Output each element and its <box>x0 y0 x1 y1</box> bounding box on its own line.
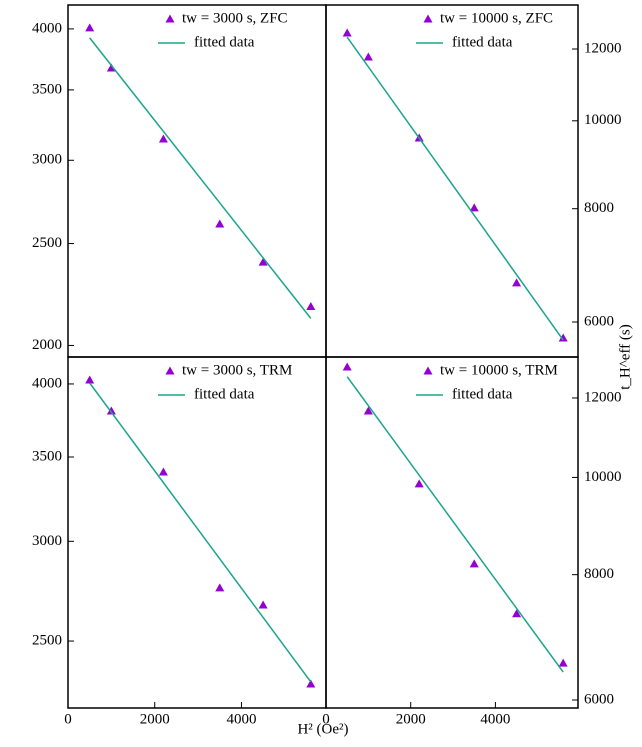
data-point <box>258 600 268 609</box>
data-point <box>363 406 373 415</box>
x-tick-label: 0 <box>64 711 72 727</box>
legend-label: tw = 10000 s, ZFC <box>440 10 553 26</box>
y-tick-label: 10000 <box>584 469 622 485</box>
y-tick-label: 12000 <box>584 389 622 405</box>
data-point <box>258 257 268 266</box>
panel-frame <box>67 356 327 709</box>
data-point <box>85 375 95 384</box>
data-point <box>306 302 316 311</box>
fit-line <box>346 376 564 673</box>
data-point <box>158 134 168 143</box>
data-point <box>158 467 168 476</box>
data-point <box>414 479 424 488</box>
panel-frame <box>67 4 327 358</box>
data-point <box>106 63 116 72</box>
y-tick-label: 6000 <box>584 691 614 707</box>
x-tick-label: 2000 <box>140 711 170 727</box>
fit-line <box>89 37 312 319</box>
legend-marker <box>423 14 433 23</box>
y-tick-label: 4000 <box>32 375 62 391</box>
y-axis-label: t_H^eff (s) <box>617 324 633 390</box>
data-point <box>558 658 568 667</box>
data-point <box>342 362 352 371</box>
data-point <box>306 679 316 688</box>
x-tick-label: 2000 <box>396 711 426 727</box>
legend-marker <box>165 366 175 375</box>
y-tick-label: 8000 <box>584 200 614 216</box>
legend-label: fitted data <box>194 386 255 402</box>
legend-label: tw = 3000 s, ZFC <box>182 10 288 26</box>
y-tick-label: 6000 <box>584 313 614 329</box>
legend-marker <box>165 14 175 23</box>
x-tick-label: 4000 <box>480 711 510 727</box>
data-point <box>342 28 352 37</box>
y-tick-label: 12000 <box>584 40 622 56</box>
legend-label: fitted data <box>452 34 513 50</box>
legend-label: tw = 3000 s, TRM <box>182 362 292 378</box>
legend-label: tw = 10000 s, TRM <box>440 362 558 378</box>
y-tick-label: 3500 <box>32 448 62 464</box>
data-point <box>558 333 568 342</box>
y-tick-label: 8000 <box>584 566 614 582</box>
legend-label: fitted data <box>452 386 513 402</box>
y-tick-label: 2500 <box>32 235 62 251</box>
data-point <box>363 52 373 61</box>
x-tick-label: 4000 <box>226 711 256 727</box>
panel-frame <box>325 356 579 709</box>
y-tick-label: 2000 <box>32 337 62 353</box>
y-tick-label: 3500 <box>32 81 62 97</box>
fit-line <box>89 382 312 683</box>
y-tick-label: 2500 <box>32 632 62 648</box>
data-point <box>215 583 225 592</box>
data-point <box>85 23 95 32</box>
y-tick-label: 3000 <box>32 533 62 549</box>
y-tick-label: 3000 <box>32 152 62 168</box>
x-axis-label: H² (Oe²) <box>297 721 348 737</box>
data-point <box>512 609 522 618</box>
data-point <box>469 203 479 212</box>
y-tick-label: 10000 <box>584 112 622 128</box>
data-point <box>469 559 479 568</box>
data-point <box>215 219 225 228</box>
panel-frame <box>325 4 579 358</box>
data-point <box>106 406 116 415</box>
data-point <box>512 278 522 287</box>
x-tick-label: 0 <box>322 711 330 727</box>
legend-marker <box>423 366 433 375</box>
legend-label: fitted data <box>194 34 255 50</box>
fit-line <box>346 36 564 341</box>
y-tick-label: 4000 <box>32 20 62 36</box>
